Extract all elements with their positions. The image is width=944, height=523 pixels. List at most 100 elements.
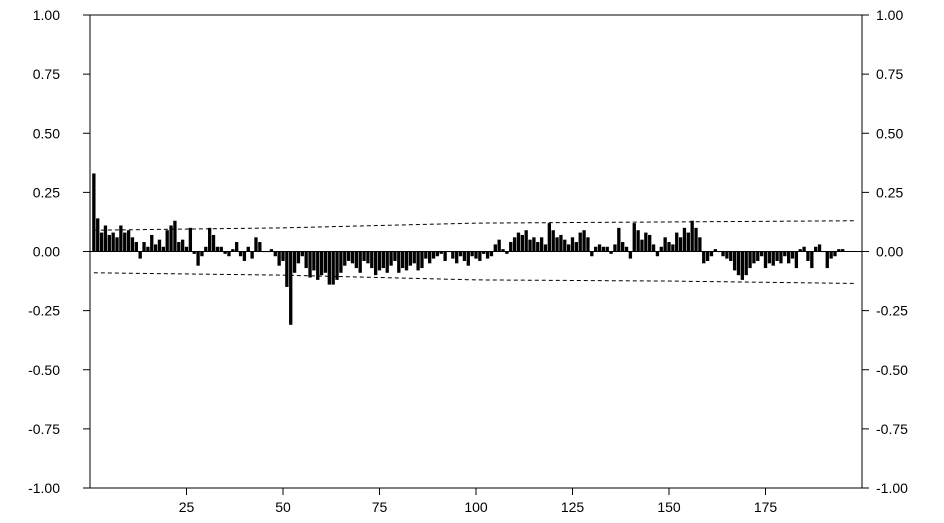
bar <box>709 251 714 257</box>
bar <box>721 251 725 257</box>
bar <box>578 232 582 252</box>
y-tick-label-left: -0.25 <box>28 303 60 319</box>
bar <box>636 230 640 252</box>
bar <box>451 251 455 259</box>
bar <box>613 244 617 252</box>
bar <box>779 251 783 264</box>
bar <box>725 251 729 259</box>
bar <box>346 251 351 261</box>
bar <box>485 251 490 259</box>
bar <box>509 242 513 252</box>
bar <box>462 251 467 261</box>
bar <box>285 251 289 287</box>
bar <box>246 246 250 252</box>
y-tick-label-right: 0.50 <box>876 125 903 141</box>
bar <box>648 234 652 252</box>
y-tick-label-right: -1.00 <box>876 480 908 496</box>
bar <box>165 230 169 252</box>
y-tick-label-left: -1.00 <box>28 480 60 496</box>
bar <box>130 237 135 252</box>
bar <box>617 227 621 252</box>
bar <box>358 251 362 273</box>
bar <box>732 251 737 271</box>
bar <box>323 251 328 273</box>
bar <box>655 251 660 257</box>
bar <box>713 249 717 252</box>
bar <box>501 249 505 252</box>
x-tick-label: 50 <box>275 499 291 515</box>
bar <box>146 246 150 252</box>
bar <box>204 246 208 252</box>
y-tick-label-right: -0.50 <box>876 362 908 378</box>
y-axis-right: 1.00 0.75 0.50 0.25 0.00 -0.25 -0.50 -0.75 -1.00 <box>862 7 908 496</box>
bar <box>829 251 833 259</box>
bar <box>458 251 463 257</box>
bar <box>258 242 262 252</box>
bar <box>759 251 764 257</box>
bar <box>702 251 706 264</box>
bar <box>547 223 551 252</box>
bar <box>516 232 521 252</box>
bar <box>123 232 127 252</box>
bar <box>115 237 119 252</box>
bar <box>783 251 787 257</box>
bar <box>555 237 559 252</box>
bar <box>103 225 108 252</box>
bar <box>640 239 644 252</box>
bar <box>292 251 297 273</box>
bar <box>663 237 667 252</box>
bar <box>489 251 494 257</box>
bar <box>651 244 656 252</box>
bar <box>814 246 818 252</box>
y-tick-label-left: 0.50 <box>33 125 60 141</box>
bar <box>269 249 274 252</box>
bar <box>497 239 501 252</box>
bar <box>377 251 382 271</box>
y-tick-label-right: 0.25 <box>876 184 903 200</box>
y-axis-left: 1.00 0.75 0.50 0.25 0.00 -0.25 -0.50 -0.75 -1.00 <box>28 7 90 496</box>
bar <box>833 251 837 257</box>
bar <box>416 251 420 271</box>
bar <box>99 232 104 252</box>
bar <box>227 251 231 257</box>
bar <box>362 251 366 261</box>
bar <box>223 251 227 254</box>
bar <box>678 237 683 252</box>
bar <box>188 227 193 252</box>
bar <box>528 239 532 252</box>
bar <box>590 251 594 257</box>
bar <box>412 251 416 264</box>
bar <box>262 251 266 253</box>
bar <box>138 251 142 259</box>
bar <box>794 251 799 269</box>
bar <box>254 237 258 252</box>
bar <box>393 251 397 261</box>
y-tick-label-left: 0.75 <box>33 66 60 82</box>
bar <box>559 234 563 252</box>
bar <box>763 251 768 269</box>
bar <box>806 251 810 261</box>
bar <box>319 251 324 276</box>
bar <box>582 230 586 252</box>
bar <box>250 251 254 259</box>
bar-series <box>92 173 845 325</box>
bar <box>177 242 181 252</box>
bar <box>771 251 775 266</box>
bar <box>505 251 509 254</box>
bar <box>316 251 320 280</box>
bar <box>474 251 478 259</box>
bar <box>431 251 436 259</box>
bar <box>729 251 733 261</box>
bar <box>705 251 710 261</box>
y-tick-label-left: 0.25 <box>33 184 60 200</box>
bar <box>370 251 374 269</box>
bar <box>563 239 567 252</box>
y-tick-label-right: 0.00 <box>876 244 903 260</box>
bar <box>690 220 694 252</box>
y-tick-label-right: -0.75 <box>876 421 908 437</box>
y-tick-label-left: -0.50 <box>28 362 60 378</box>
bar <box>350 251 355 264</box>
bar <box>161 246 165 252</box>
bar <box>401 251 405 269</box>
bar <box>624 246 629 252</box>
